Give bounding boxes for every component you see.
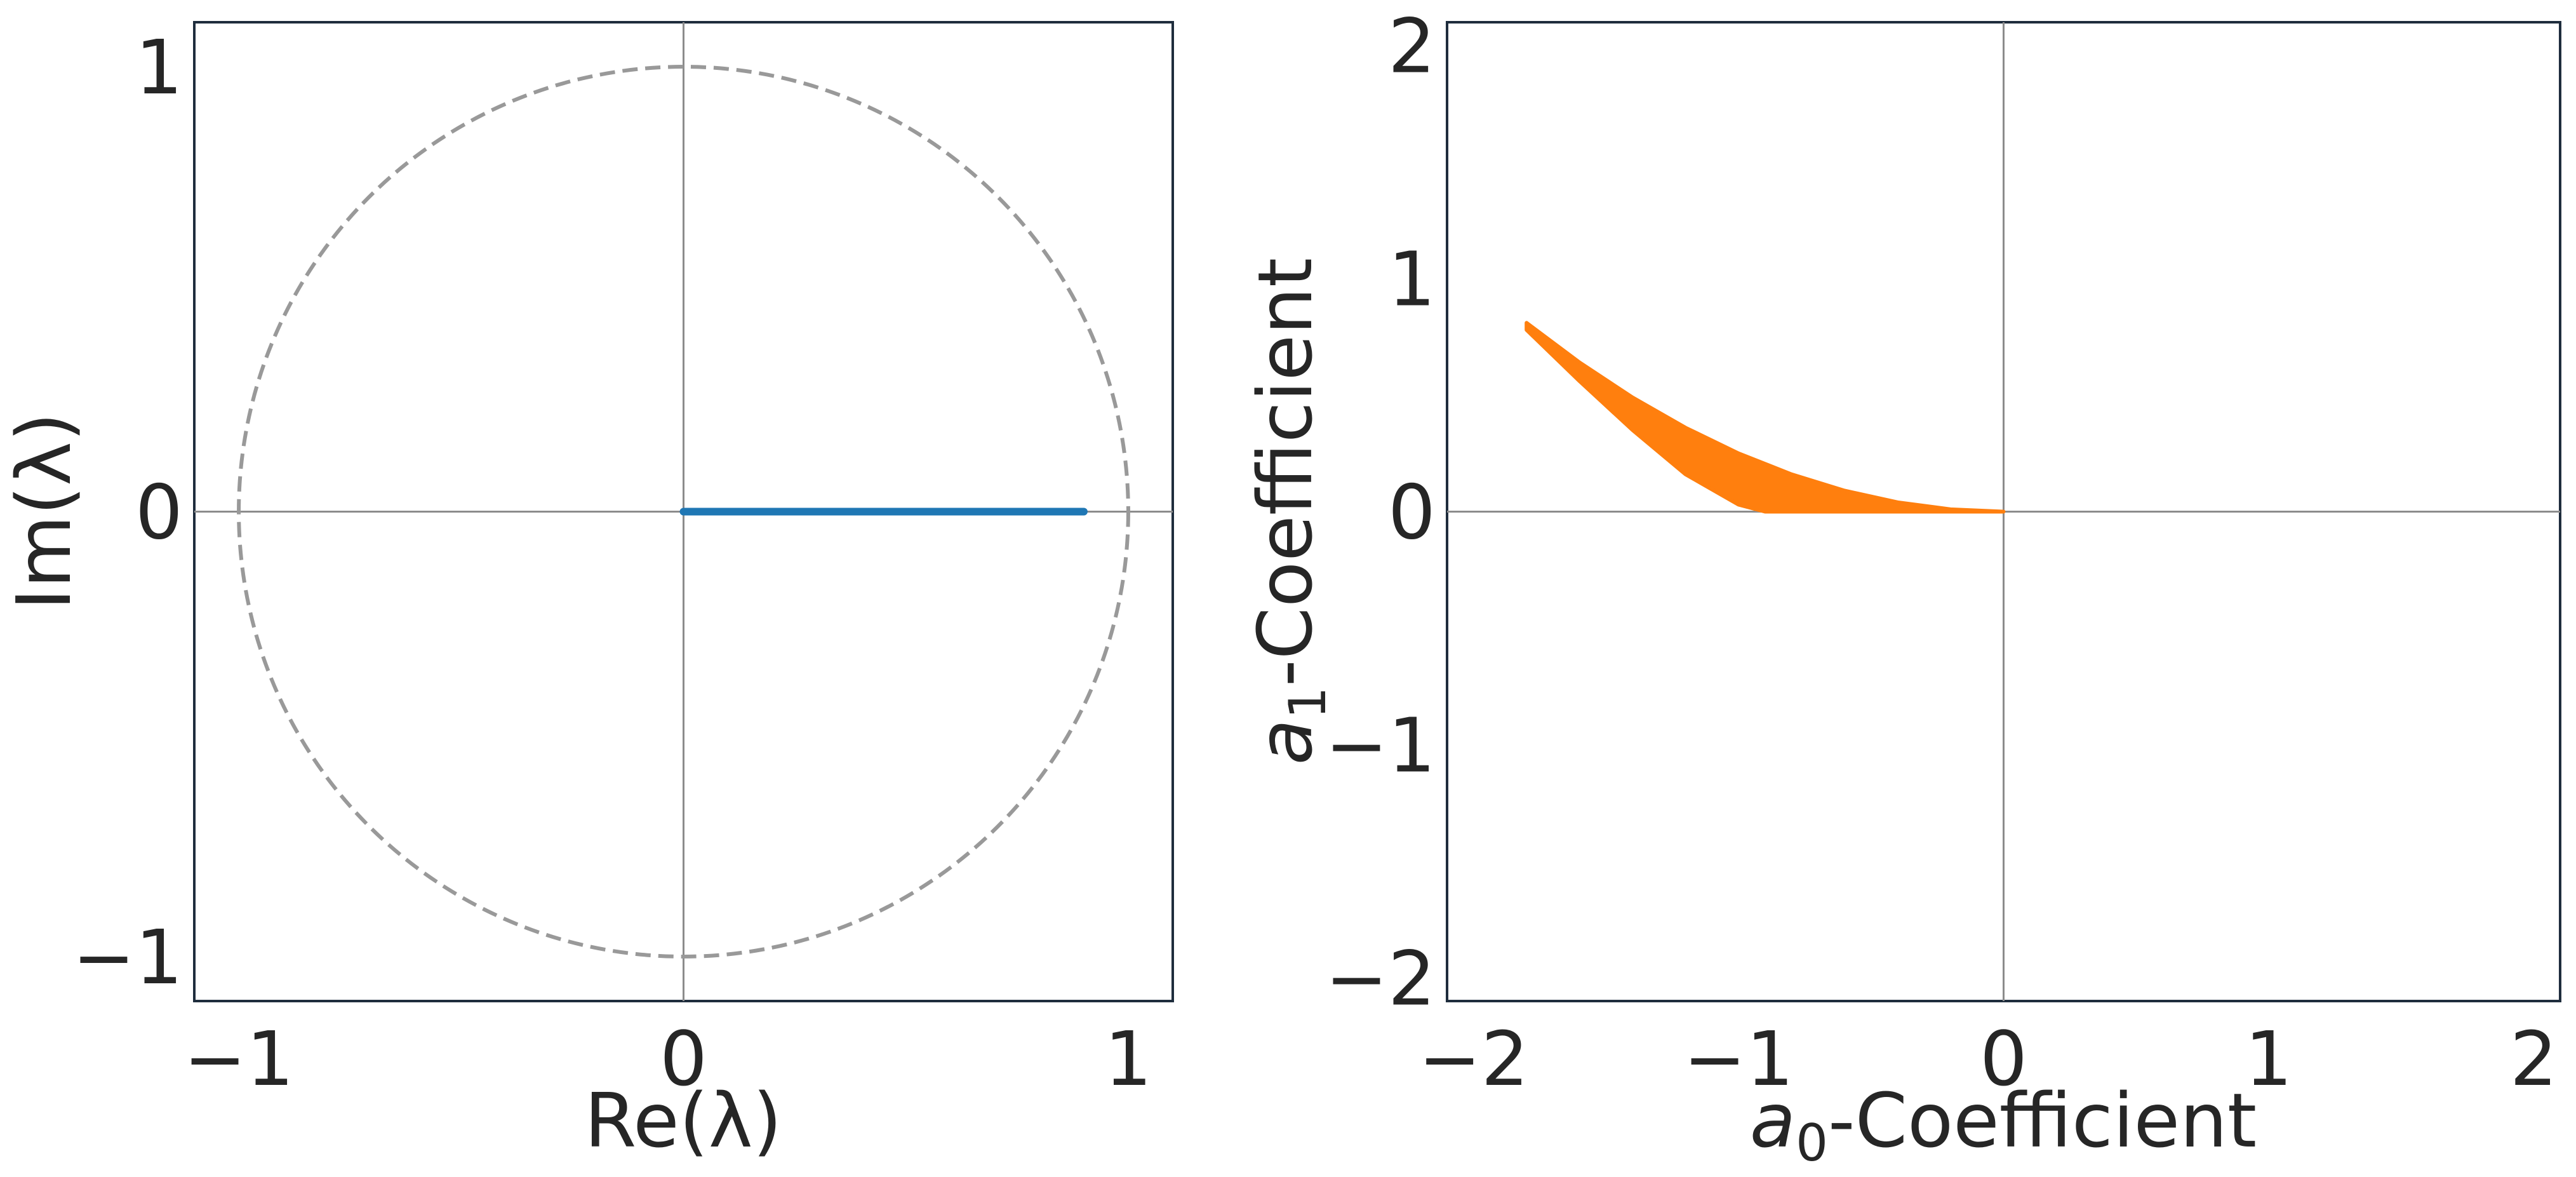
right-x-axis-label: a0-Coefficient (1750, 1077, 2257, 1173)
right-series-group (1525, 321, 2006, 514)
left-y-axis-label: Im(λ) (0, 412, 88, 610)
right-x-ticks: −2 −1 0 1 2 (1418, 1015, 2558, 1103)
left-y-ticks: −1 0 1 (72, 24, 183, 1001)
right-y-ticks: −2 −1 0 1 2 (1325, 3, 1436, 1023)
left-panel: −1 0 1 −1 0 1 Re(λ) Im(λ) (0, 21, 1174, 1164)
right-x-tick-label: −1 (1683, 1015, 1794, 1103)
left-y-tick-label: 1 (135, 24, 183, 111)
left-x-tick-label: 0 (660, 1015, 707, 1103)
right-y-axis-label-subscript: 1 (1278, 687, 1337, 719)
right-x-tick-label: 1 (2245, 1015, 2292, 1103)
right-x-tick-label: 2 (2510, 1015, 2558, 1103)
right-y-tick-label: 2 (1388, 3, 1436, 90)
left-y-tick-label: −1 (72, 913, 183, 1001)
coefficient-region (1525, 321, 2006, 514)
right-x-tick-label: −2 (1418, 1015, 1529, 1103)
right-y-axis-label: a1-Coefficient (1241, 258, 1337, 765)
left-y-tick-label: 0 (135, 469, 183, 556)
unit-circle (237, 65, 1130, 958)
left-x-tick-label: 1 (1104, 1015, 1152, 1103)
left-x-tick-label: −1 (184, 1015, 294, 1103)
right-x-tick-label: 0 (1980, 1015, 2027, 1103)
right-y-tick-label: −1 (1325, 701, 1436, 789)
right-x-axis-label-subscript: 0 (1796, 1113, 1828, 1173)
right-y-tick-label: 1 (1388, 236, 1436, 323)
left-x-axis-label: Re(λ) (584, 1077, 782, 1164)
right-y-tick-label: −2 (1325, 934, 1436, 1022)
left-x-ticks: −1 0 1 (184, 1015, 1152, 1103)
right-y-tick-label: 0 (1388, 469, 1436, 556)
